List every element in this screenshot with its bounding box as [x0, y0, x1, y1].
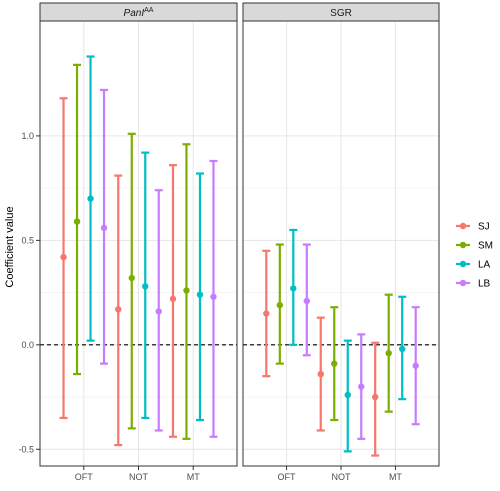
estimate-point: [183, 287, 190, 294]
y-tick-label: 0.5: [21, 235, 34, 245]
estimate-point: [169, 295, 177, 303]
legend-item-SM: SM: [456, 241, 493, 252]
errorbar-LA-MT: [195, 172, 204, 422]
panel-title: SGR: [330, 8, 352, 19]
legend-key-point: [459, 222, 467, 230]
estimate-point: [412, 362, 419, 369]
x-tick-label: OFT: [278, 472, 296, 482]
estimate-point: [155, 308, 162, 315]
y-tick-label: 0.0: [21, 340, 34, 350]
panel-0: PanIAA OFT NOT MT: [39, 2, 238, 482]
errorbar-SJ-OFT: [59, 97, 68, 420]
x-tick-label: NOT: [332, 472, 352, 482]
legend-label: LA: [478, 260, 491, 271]
estimate-point: [317, 370, 324, 378]
errorbar-SJ-MT: [371, 341, 380, 457]
estimate-point: [115, 306, 122, 313]
y-tick-label: 1.0: [21, 131, 34, 141]
estimate-point: [358, 383, 365, 390]
errorbar-LA-NOT: [343, 339, 352, 453]
errorbar-LB-NOT: [357, 333, 366, 440]
errorbar-SM-OFT: [73, 63, 82, 376]
panel-title: PanIAA: [124, 7, 154, 19]
legend-key-point: [459, 241, 467, 249]
errorbar-SJ-OFT: [262, 249, 271, 378]
errorbar-SM-MT: [182, 143, 191, 440]
estimate-point: [263, 310, 270, 317]
errorbar-LB-OFT: [302, 243, 311, 357]
panel-1: SGR OFT NOT MT: [242, 2, 440, 482]
errorbar-LA-OFT: [289, 228, 298, 346]
errorbar-SJ-NOT: [316, 316, 325, 432]
panel-title-main: PanI: [124, 8, 145, 19]
panel-title-main: SGR: [330, 8, 352, 19]
panel-title-superscript: AA: [144, 7, 154, 14]
errorbar-SM-OFT: [275, 243, 284, 365]
legend-item-SJ: SJ: [456, 222, 490, 233]
estimate-point: [210, 293, 217, 300]
estimate-point: [73, 218, 81, 225]
legend-item-LB: LB: [456, 279, 491, 290]
estimate-point: [196, 291, 204, 298]
errorbar-LA-OFT: [86, 55, 95, 342]
x-tick-label: NOT: [129, 472, 149, 482]
estimate-point: [371, 393, 379, 401]
legend-label: LB: [478, 279, 491, 290]
y-axis-title: Coefficient value: [4, 206, 16, 287]
legend-key-point: [459, 260, 467, 268]
errorbar-LB-MT: [411, 306, 420, 426]
estimate-point: [100, 224, 108, 232]
estimate-point: [128, 274, 135, 282]
errorbar-SJ-NOT: [114, 174, 123, 447]
estimate-point: [331, 360, 338, 367]
x-tick-label: MT: [389, 472, 402, 482]
errorbar-SM-NOT: [330, 306, 339, 422]
estimate-point: [385, 349, 392, 357]
estimate-point: [344, 391, 351, 399]
legend-key-point: [459, 279, 467, 287]
estimate-point: [60, 253, 67, 261]
legend-label: SM: [478, 241, 493, 252]
legend: SJ SM LA LB: [456, 222, 493, 290]
errorbar-SM-NOT: [127, 132, 136, 430]
errorbar-SM-MT: [384, 293, 393, 413]
estimate-point: [142, 283, 149, 290]
y-tick-label: -0.5: [18, 444, 34, 454]
errorbar-LB-NOT: [154, 189, 163, 432]
estimate-point: [303, 297, 311, 305]
x-tick-label: OFT: [75, 472, 93, 482]
estimate-point: [87, 195, 94, 202]
errorbar-LA-MT: [398, 295, 407, 401]
errorbar-LB-MT: [209, 159, 218, 438]
legend-label: SJ: [478, 222, 490, 233]
estimate-point: [398, 345, 406, 353]
estimate-point: [276, 301, 284, 309]
errorbar-LB-OFT: [100, 88, 109, 365]
errorbar-SJ-MT: [168, 164, 177, 438]
x-tick-label: MT: [187, 472, 200, 482]
estimate-point: [290, 285, 297, 292]
panels: -0.5 0.0 0.5 1.0 PanIAA OFT NOT MT SGR OFT NOT MT: [18, 2, 440, 482]
errorbar-LA-NOT: [141, 151, 150, 420]
legend-item-LA: LA: [456, 260, 491, 271]
